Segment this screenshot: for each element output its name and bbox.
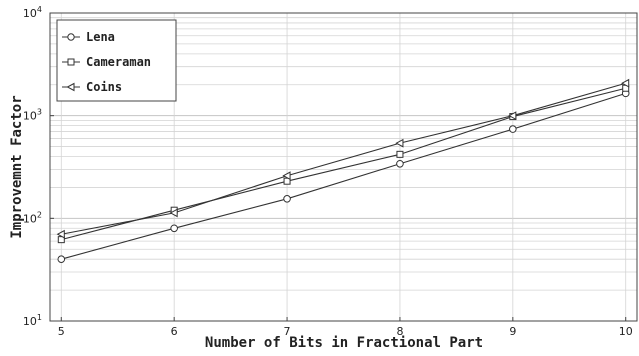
- data-point-coins: [621, 78, 630, 88]
- y-tick-label: 102: [23, 210, 42, 225]
- y-tick-label: 101: [23, 313, 42, 328]
- data-point-lena: [170, 224, 178, 233]
- x-tick-label: 7: [284, 325, 291, 338]
- data-point-lena: [509, 125, 517, 133]
- x-tick-label: 5: [58, 325, 65, 338]
- legend-marker-cameraman: [67, 58, 75, 66]
- data-point-coins: [395, 138, 404, 148]
- data-series: [56, 78, 630, 263]
- axes: [49, 12, 638, 322]
- legend-label-lena: Lena: [86, 30, 115, 44]
- data-point-lena: [396, 159, 404, 168]
- y-tick-label: 104: [23, 5, 42, 20]
- legend-label-coins: Coins: [86, 80, 122, 94]
- y-tick-exponent: 2: [37, 210, 42, 219]
- legend: Lena Cameraman Coins: [56, 19, 177, 102]
- grid: [50, 13, 637, 322]
- y-tick-exponent: 1: [37, 313, 42, 322]
- data-point-coins: [56, 229, 65, 239]
- x-tick-label: 10: [619, 325, 633, 338]
- legend-marker-lena: [67, 33, 75, 41]
- y-axis-title: Improvemnt Factor: [9, 95, 25, 238]
- x-axis-title: Number of Bits in Fractional Part: [205, 335, 483, 351]
- data-point-coins: [282, 171, 291, 181]
- series-line-coins: [61, 82, 626, 235]
- y-tick-label: 103: [23, 108, 42, 123]
- data-point-cameraman: [396, 150, 404, 158]
- data-point-coins: [169, 208, 178, 218]
- y-tick-exponent: 4: [37, 5, 42, 14]
- series-line-cameraman: [61, 87, 626, 241]
- data-point-coins: [508, 111, 517, 121]
- x-tick-label: 8: [396, 325, 403, 338]
- axis-frame: [49, 12, 638, 322]
- series-line-lena: [61, 92, 626, 260]
- data-point-lena: [283, 194, 291, 203]
- legend-marker-coins: [66, 82, 75, 92]
- data-point-lena: [57, 255, 66, 263]
- y-tick-exponent: 3: [37, 108, 42, 117]
- legend-label-cameraman: Cameraman: [86, 55, 151, 69]
- x-tick-label: 6: [171, 325, 178, 338]
- x-tick-label: 9: [509, 325, 516, 338]
